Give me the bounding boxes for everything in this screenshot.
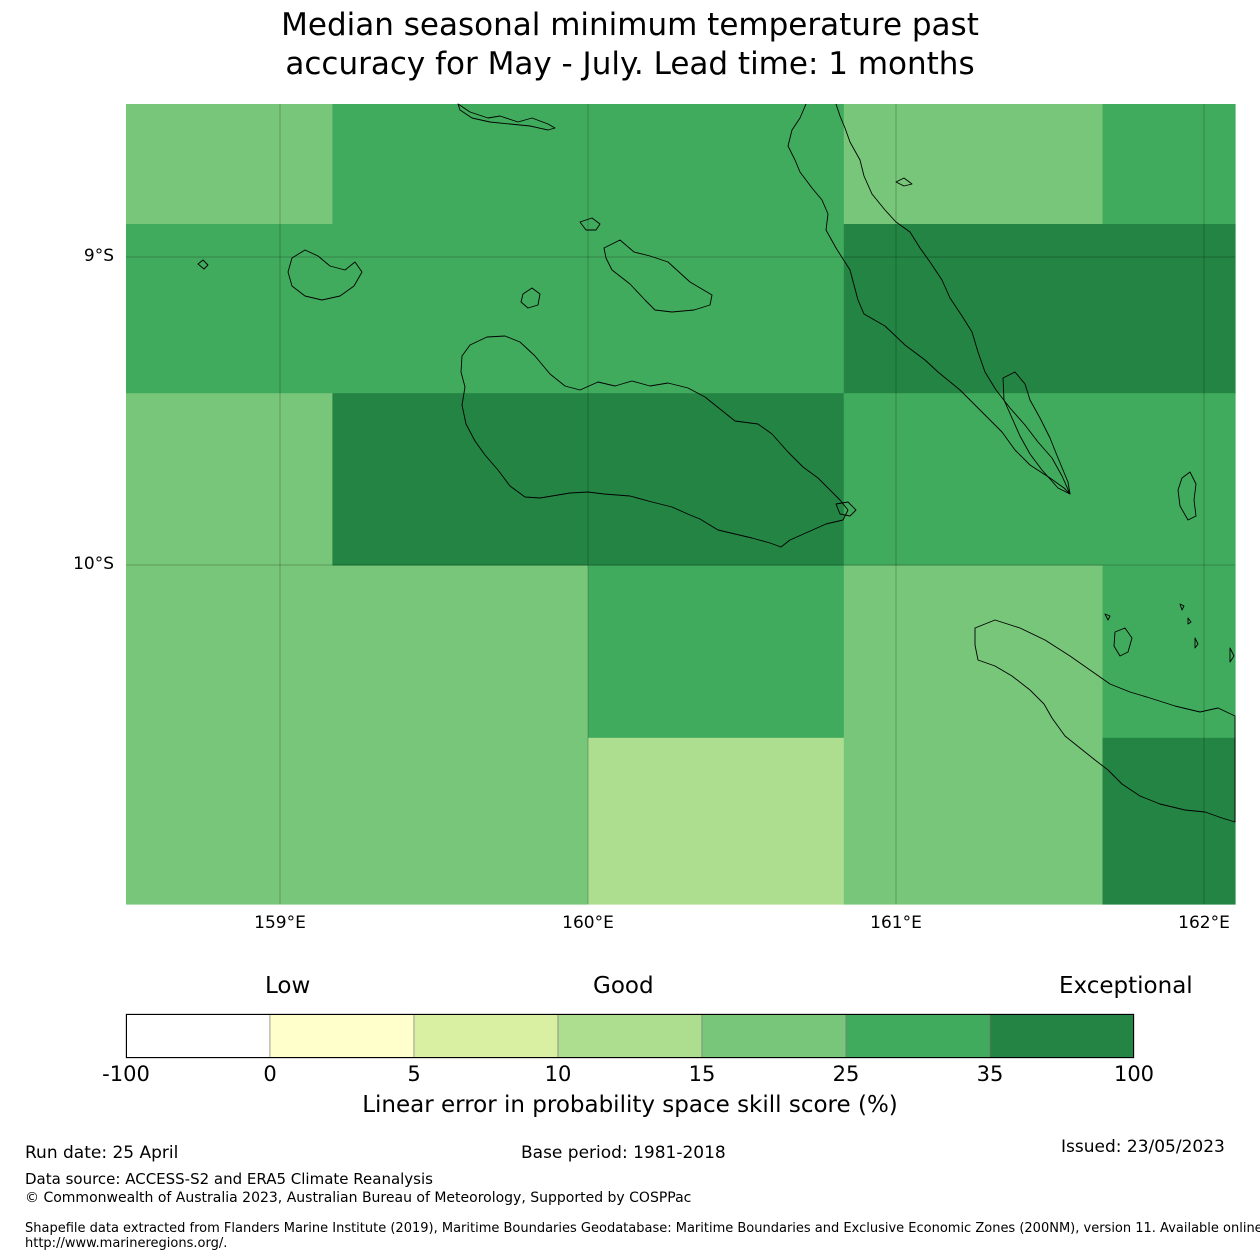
lat-label-10s: 10°S <box>73 554 114 574</box>
category-low: Low <box>265 973 311 999</box>
lat-label-9s: 9°S <box>83 246 114 266</box>
colorbar-tick: 0 <box>263 1062 277 1086</box>
lon-label-160e: 160°E <box>562 913 614 933</box>
coastline-small-malaita <box>1002 371 1071 495</box>
colorbar-tick: -100 <box>102 1062 150 1086</box>
colorbar-frame <box>126 1014 1134 1058</box>
lon-label-161e: 161°E <box>870 913 922 933</box>
category-exceptional: Exceptional <box>1059 973 1193 999</box>
grid-cell <box>1102 104 1236 225</box>
coastline-nggela-west <box>835 501 857 517</box>
title-line-2: accuracy for May - July. Lead time: 1 mo… <box>285 46 975 82</box>
colorbar-bins <box>125 1013 1135 1059</box>
coastline-east-islets <box>1104 603 1235 663</box>
grid-cell <box>843 224 1236 394</box>
grid-cell <box>843 393 1236 567</box>
shapefile-credit-line-1: Shapefile data extracted from Flanders M… <box>25 1221 1260 1236</box>
coastline-north-islet <box>895 177 913 187</box>
category-good: Good <box>593 973 654 999</box>
colorbar-tick: 5 <box>407 1062 421 1086</box>
colorbar-tick: 35 <box>976 1062 1004 1086</box>
colorbar-bin <box>989 1013 1135 1059</box>
colorbar-tick: 100 <box>1113 1062 1155 1086</box>
gridlines <box>126 104 1235 904</box>
data-source: Data source: ACCESS-S2 and ERA5 Climate … <box>25 1170 433 1188</box>
colorbar-tick: 25 <box>832 1062 860 1086</box>
grid-cell <box>126 393 333 567</box>
issued-date: Issued: 23/05/2023 <box>1061 1137 1225 1157</box>
grid-cell <box>126 104 333 225</box>
skill-score-map <box>126 103 1236 905</box>
copyright: © Commonwealth of Australia 2023, Austra… <box>25 1190 692 1206</box>
grid-cell <box>588 737 845 905</box>
coastline-small-islet <box>197 259 209 270</box>
grid-cell <box>1102 565 1236 739</box>
grid-cell <box>843 104 1104 225</box>
colorbar <box>125 1013 1135 1059</box>
colorbar-tick: 15 <box>688 1062 716 1086</box>
grid-cell <box>332 393 845 567</box>
coastline-nggela-small <box>579 217 601 231</box>
coastline-malaita <box>787 103 1071 495</box>
colorbar-bin <box>413 1013 559 1059</box>
lon-label-159e: 159°E <box>254 913 306 933</box>
grid-cell <box>588 565 845 739</box>
coastline-ulawa <box>1177 471 1197 521</box>
coastline-ysabel-tip <box>457 103 556 131</box>
coastline-guadalcanal <box>460 335 849 548</box>
grid-cells <box>126 104 1236 905</box>
shapefile-credit-line-2: http://www.marineregions.org/. <box>25 1236 228 1251</box>
lon-label-162e: 162°E <box>1178 913 1230 933</box>
grid-cell <box>126 565 589 905</box>
grid-cell <box>843 565 1104 905</box>
run-date: Run date: 25 April <box>25 1143 179 1163</box>
colorbar-bin <box>557 1013 703 1059</box>
colorbar-bin <box>701 1013 847 1059</box>
base-period: Base period: 1981-2018 <box>521 1143 726 1163</box>
colorbar-tick: 10 <box>544 1062 572 1086</box>
coastline-ugi <box>1113 627 1133 657</box>
colorbar-bin <box>845 1013 991 1059</box>
map-title: Median seasonal minimum temperature past… <box>0 6 1260 84</box>
grid-cell <box>332 104 845 225</box>
colorbar-bin <box>125 1013 271 1059</box>
grid-cell <box>126 224 845 394</box>
colorbar-bin <box>269 1013 415 1059</box>
coastlines <box>197 103 1236 823</box>
grid-cell <box>1102 737 1236 905</box>
title-line-1: Median seasonal minimum temperature past <box>281 7 979 43</box>
coastline-savo <box>520 287 541 309</box>
colorbar-label: Linear error in probability space skill … <box>362 1092 898 1118</box>
coastline-makira <box>974 619 1236 823</box>
coastline-florida-islands <box>603 239 713 313</box>
coastline-russell-islands <box>287 249 363 301</box>
